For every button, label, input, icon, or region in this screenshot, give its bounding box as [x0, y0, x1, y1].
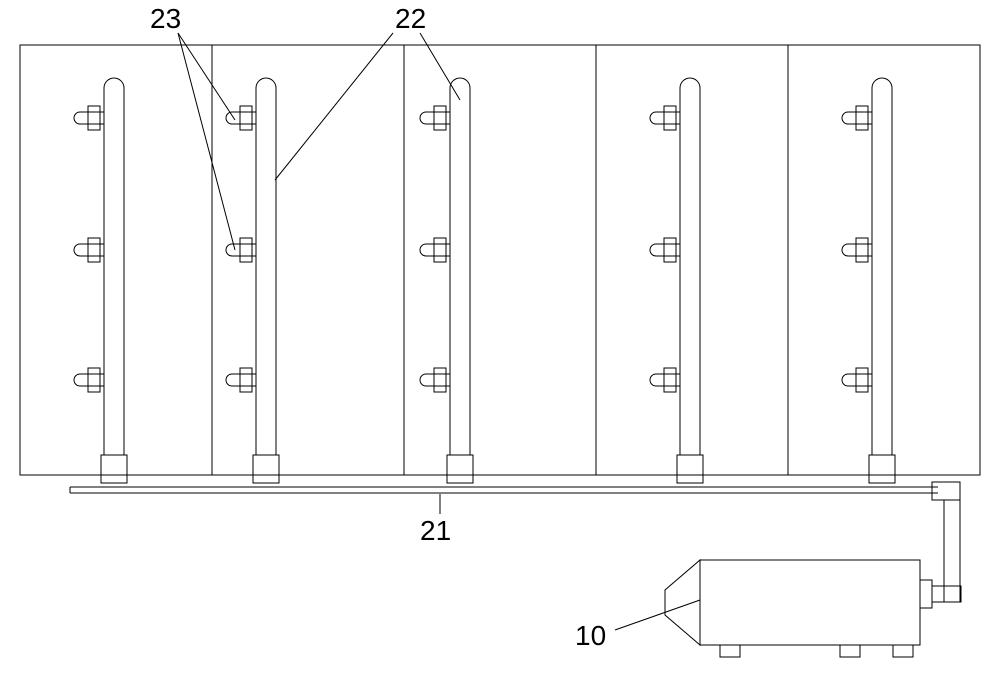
- tank-foot: [840, 645, 860, 657]
- callout-10-label: 10: [575, 620, 606, 651]
- callout-22-label: 22: [395, 3, 426, 34]
- nozzle-collar: [664, 238, 676, 262]
- elbow-top-coupling: [932, 482, 960, 500]
- riser: [872, 78, 892, 455]
- outer-frame: [20, 45, 980, 475]
- nozzle-collar: [240, 106, 252, 130]
- nozzle-collar: [88, 106, 100, 130]
- riser-base-coupling: [447, 455, 473, 483]
- elbow-vertical: [944, 500, 960, 602]
- tank-body: [700, 560, 920, 645]
- tank-nose: [665, 560, 700, 645]
- nozzle-collar: [434, 368, 446, 392]
- riser-base-coupling: [869, 455, 895, 483]
- tank-foot: [720, 645, 740, 657]
- callout-23-leader: [178, 33, 235, 250]
- nozzle-collar: [88, 368, 100, 392]
- nozzle-collar: [856, 106, 868, 130]
- nozzle-collar: [240, 238, 252, 262]
- nozzle-collar: [664, 368, 676, 392]
- callout-22-leader: [420, 33, 460, 100]
- nozzle-collar: [856, 238, 868, 262]
- nozzle-collar: [88, 238, 100, 262]
- riser: [256, 78, 276, 455]
- nozzle-collar: [664, 106, 676, 130]
- callout-21-label: 21: [420, 515, 451, 546]
- callout-23-label: 23: [150, 3, 181, 34]
- riser-base-coupling: [677, 455, 703, 483]
- nozzle-collar: [240, 368, 252, 392]
- callout-23-leader: [178, 33, 235, 120]
- riser-base-coupling: [253, 455, 279, 483]
- nozzle-collar: [434, 106, 446, 130]
- tank-foot: [893, 645, 913, 657]
- callout-10-leader: [615, 600, 700, 630]
- callout-22-leader: [275, 33, 393, 180]
- riser: [680, 78, 700, 455]
- riser-base-coupling: [101, 455, 127, 483]
- riser: [450, 78, 470, 455]
- tank-outlet-coupling: [920, 580, 932, 608]
- elbow-horizontal: [932, 586, 961, 602]
- nozzle-collar: [856, 368, 868, 392]
- nozzle-collar: [434, 238, 446, 262]
- riser: [104, 78, 124, 455]
